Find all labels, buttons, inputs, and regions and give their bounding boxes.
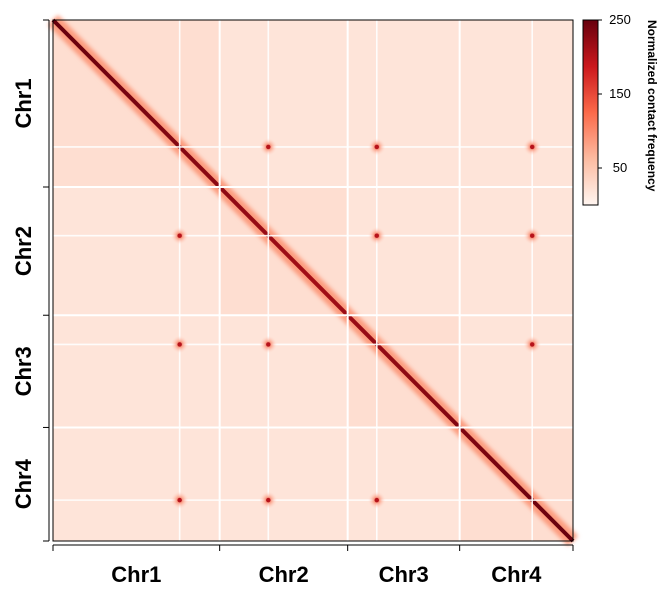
y-label-chr1: Chr1 [11,78,36,128]
plot-border [52,19,574,542]
diagonal-core [51,18,575,543]
heatmap-area [48,15,578,546]
centromere-contact-core-2-4 [530,233,535,238]
centromere-contact-core-4-1 [177,497,182,503]
y-label-chr4: Chr4 [11,458,36,509]
axis-labels: Chr1 Chr2 Chr3 Chr4 Chr1 Chr2 Chr3 Chr4 [11,78,542,587]
centromere-contact-core-3-4 [530,342,535,347]
colorbar-scale [582,19,599,206]
y-label-chr3: Chr3 [11,346,36,396]
centromere-contact-core-1-3 [374,144,379,150]
x-label-chr1: Chr1 [111,562,161,587]
centromere-contact-core-2-3 [374,233,379,238]
centromere-contact-core-2-1 [177,233,182,238]
centromere-contact-core-4-3 [374,497,379,503]
colorbar-tick-label-1: 150 [609,86,631,101]
x-label-chr3: Chr3 [379,562,429,587]
x-label-chr4: Chr4 [491,562,542,587]
colorbar-tick-label-0: 250 [609,12,631,27]
centromere-contact-core-1-2 [266,144,271,150]
centromere-contact-core-4-2 [266,497,271,503]
colorbar: 250 150 50 Normalized contact frequency [582,12,658,206]
x-label-chr2: Chr2 [259,562,309,587]
colorbar-tick-label-2: 50 [613,160,627,175]
y-label-chr2: Chr2 [11,226,36,276]
centromere-contact-core-3-1 [177,342,182,347]
colorbar-title: Normalized contact frequency [645,20,658,192]
axes [43,19,574,551]
centromere-contact-core-1-4 [530,144,535,150]
centromere-contact-core-3-2 [266,342,271,347]
